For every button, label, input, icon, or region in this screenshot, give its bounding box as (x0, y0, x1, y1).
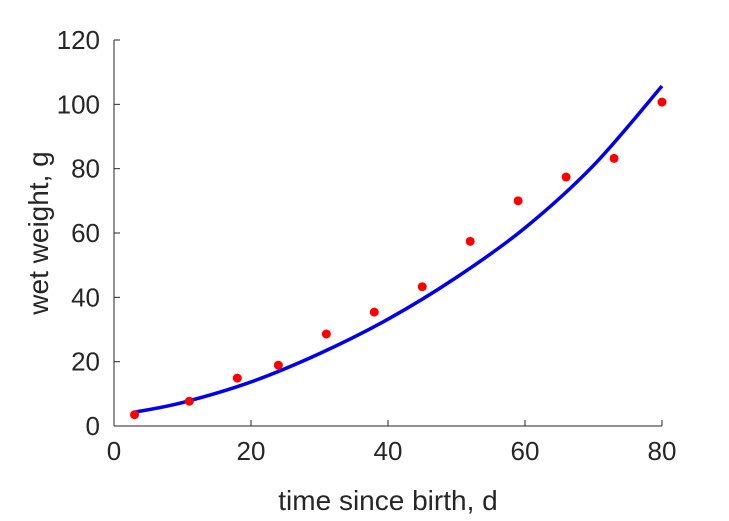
y-tick-label: 0 (86, 411, 100, 441)
plot-area (130, 84, 667, 420)
x-tick-label: 60 (511, 436, 540, 466)
data-point (417, 282, 427, 292)
data-point (609, 153, 619, 163)
data-point (465, 236, 475, 246)
data-point (369, 307, 379, 317)
data-point (321, 329, 331, 339)
data-point (273, 360, 283, 370)
fit-curve (134, 84, 664, 414)
x-tick-label: 40 (374, 436, 403, 466)
y-tick-label: 20 (71, 347, 100, 377)
y-tick-label: 120 (57, 25, 100, 55)
y-ticks: 0 20 40 60 80 100 120 (57, 25, 120, 441)
y-tick-label: 40 (71, 282, 100, 312)
x-tick-label: 0 (107, 436, 121, 466)
data-point (657, 97, 667, 107)
data-point (513, 196, 523, 206)
x-tick-label: 80 (648, 436, 677, 466)
x-ticks: 0 20 40 60 80 (107, 420, 677, 466)
data-point (130, 410, 140, 420)
y-axis-label: wet weight, g (23, 151, 54, 315)
y-tick-label: 100 (57, 89, 100, 119)
y-tick-label: 80 (71, 154, 100, 184)
x-axis-label: time since birth, d (278, 485, 497, 516)
data-point (561, 172, 571, 182)
data-point (232, 373, 242, 383)
x-tick-label: 20 (237, 436, 266, 466)
data-point (184, 396, 194, 406)
axes (113, 40, 662, 427)
y-tick-label: 60 (71, 218, 100, 248)
